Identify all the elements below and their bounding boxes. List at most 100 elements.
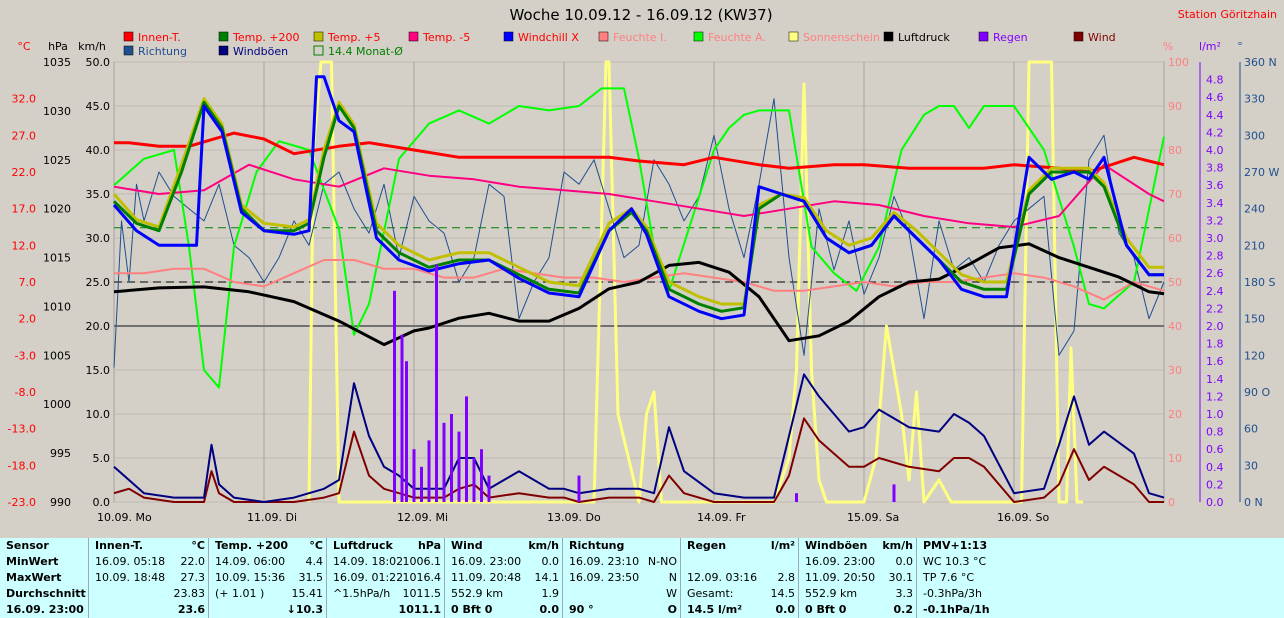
panel-row: -0.3hPa/3h [917, 586, 1284, 602]
tick-label-lm2: 2.4 [1206, 285, 1224, 298]
tick-label-lm2: 3.0 [1206, 232, 1224, 245]
tick-label-kmh: 30.0 [86, 232, 111, 245]
rain-bar [400, 334, 404, 502]
panel-cell-label: 10.09. 15:36 [215, 571, 286, 584]
panel-cell-value: 0.0 [775, 603, 796, 616]
panel-cell-value: O [667, 603, 677, 616]
tick-label-lm2: 4.8 [1206, 74, 1224, 87]
tick-label-kmh: 0.0 [93, 496, 111, 509]
rain-bar [892, 484, 896, 502]
panel-header-row: Wind km/h [445, 538, 563, 554]
panel-row: Durchschnitt [0, 586, 88, 602]
rain-bar [442, 422, 446, 502]
panel-cell-value: 15.41 [291, 587, 324, 600]
axis-unit-percent: % [1163, 40, 1173, 53]
panel-row: 12.09. 03:16 2.8 [681, 570, 799, 586]
tick-label-direction: 60 [1244, 423, 1258, 436]
legend-swatch [883, 31, 894, 42]
rain-bar [795, 493, 798, 502]
tick-label-celsius: 7.0 [19, 276, 37, 289]
legend-swatch [598, 31, 609, 42]
legend-swatch [788, 31, 799, 42]
tick-label-celsius: 22.0 [12, 166, 37, 179]
legend-swatch [1073, 31, 1084, 42]
series-wind [113, 417, 1164, 503]
legend-label: Windchill X [518, 31, 579, 44]
panel-column: Windböen km/h 16.09. 23:00 0.0 11.09. 20:50 3… [798, 538, 917, 618]
panel-row: 16.09. 23:10 N-NO [563, 554, 681, 570]
rain-bar [450, 414, 453, 502]
tick-label-percent: 100 [1168, 56, 1189, 69]
series-feuchte-i [114, 259, 1165, 301]
panel-row: 16.09. 05:18 22.0 [89, 554, 209, 570]
axis-unit-kmh: km/h [78, 40, 106, 53]
panel-row: TP 7.6 °C [917, 570, 1284, 586]
axis-unit-direction: ° [1237, 40, 1243, 53]
legend-label: Regen [993, 31, 1028, 44]
tick-label-kmh: 50.0 [86, 56, 111, 69]
legend-label: Feuchte A. [708, 31, 766, 44]
panel-cell-value: 0.2 [893, 603, 914, 616]
legend-label: Innen-T. [138, 31, 181, 44]
legend-swatch [693, 31, 704, 42]
tick-label-lm2: 3.2 [1206, 214, 1224, 227]
tick-label-lm2: 1.6 [1206, 355, 1224, 368]
legend-label: Luftdruck [898, 31, 950, 44]
panel-header-row: Innen-T. °C [89, 538, 209, 554]
panel-cell-label: Regen [687, 539, 727, 552]
panel-header-row: Windböen km/h [799, 538, 917, 554]
legend-swatch [123, 31, 134, 42]
panel-cell-value: 4.4 [305, 555, 324, 568]
panel-row: 0 Bft 0 0.0 [445, 602, 563, 618]
panel-cell-label: Gesamt: [687, 587, 734, 600]
rain-bar [412, 449, 416, 502]
series-innen-t [114, 131, 1165, 174]
panel-cell-label: MinWert [6, 555, 59, 568]
panel-cell-value: 27.3 [180, 571, 206, 584]
panel-cell-value: 1011.1 [398, 603, 441, 616]
panel-row: 1011.1 [327, 602, 445, 618]
tick-label-direction: 150 [1244, 313, 1265, 326]
panel-cell-value: 1006.1 [402, 555, 442, 568]
panel-cell-label: 16.09. 23:50 [569, 571, 640, 584]
panel-row: 23.6 [89, 602, 209, 618]
rain-bar [420, 466, 423, 502]
legend-swatch [218, 31, 229, 42]
panel-cell-label: 0 Bft 0 [805, 603, 847, 616]
series-windchill-x [112, 75, 1164, 321]
tick-label-percent: 30 [1168, 364, 1182, 377]
day-label: 12.09. Mi [397, 511, 448, 524]
panel-header-row: Sensor [0, 538, 88, 554]
tick-label-lm2: 0.0 [1206, 496, 1224, 509]
panel-cell-label: 16.09. 01:22 [333, 571, 404, 584]
rain-bar [472, 458, 476, 502]
legend-swatch [313, 45, 324, 56]
panel-cell-label: 552.9 km [805, 587, 858, 600]
panel-cell-label: Wind [451, 539, 483, 552]
tick-label-kmh: 20.0 [86, 320, 111, 333]
panel-cell-value: °C [191, 539, 205, 552]
rain-bar [487, 475, 491, 502]
tick-label-hpa: 1010 [43, 300, 71, 313]
tick-label-celsius: -18.0 [8, 459, 36, 472]
legend-swatch [978, 31, 989, 42]
day-label: 15.09. Sa [847, 511, 899, 524]
panel-cell-label: -0.1hPa/1h [923, 603, 990, 616]
axis-unit-hpa: hPa [48, 40, 68, 53]
panel-cell-value: km/h [528, 539, 559, 552]
tick-label-kmh: 35.0 [86, 188, 111, 201]
tick-label-celsius: -23.0 [8, 496, 36, 509]
legend: Innen-T. Temp. +200 Temp. +5 Temp. -5 Windch… [123, 31, 1116, 58]
tick-label-hpa: 1020 [43, 203, 71, 216]
panel-column: Innen-T. °C 16.09. 05:18 22.0 10.09. 18:48 27… [88, 538, 209, 618]
rain-bar [465, 396, 468, 502]
tick-label-celsius: -8.0 [15, 386, 36, 399]
panel-row [681, 554, 799, 570]
panel-column: Wind km/h 16.09. 23:00 0.0 11.09. 20:48 14.1 5… [444, 538, 563, 618]
legend-swatch [408, 31, 419, 42]
panel-row: 16.09. 23:50 N [563, 570, 681, 586]
tick-label-lm2: 1.8 [1206, 338, 1224, 351]
rain-bar [435, 264, 438, 502]
tick-label-direction: 240 [1244, 203, 1265, 216]
panel-row: 90 ° O [563, 602, 681, 618]
